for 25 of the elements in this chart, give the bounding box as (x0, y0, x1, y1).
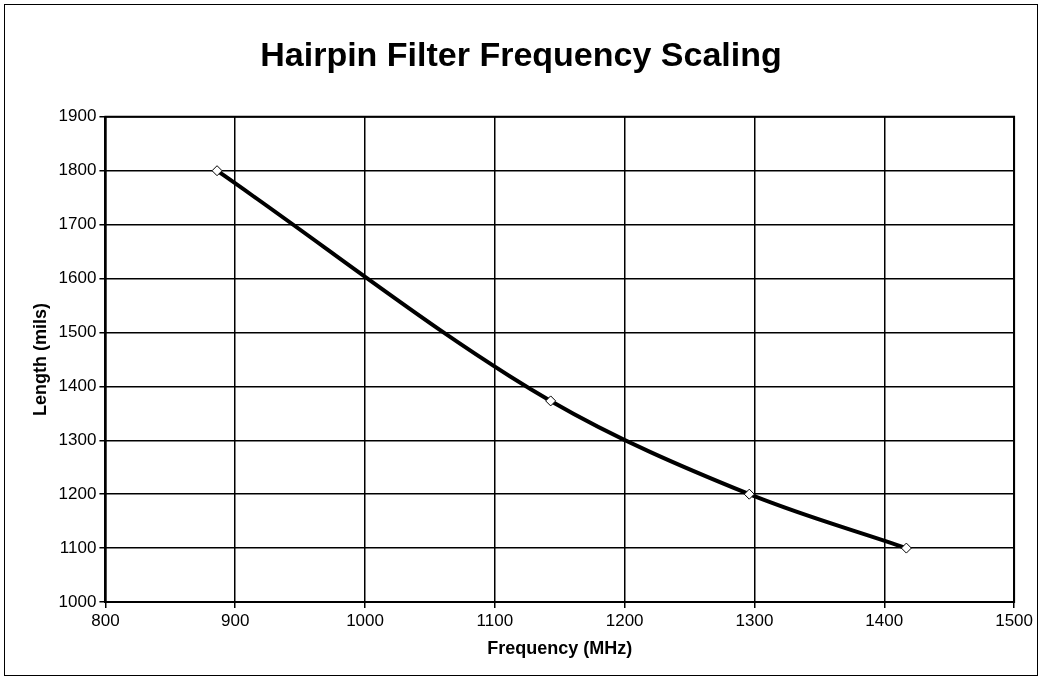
y-tick-label: 1000 (58, 591, 97, 611)
point (743, 488, 755, 500)
y-tick-label: 1100 (59, 537, 97, 557)
point (211, 165, 223, 177)
x-axis-title: Frequency (MHz) (487, 638, 633, 659)
y-tick-label: 1600 (58, 268, 97, 288)
y-tick-label: 1700 (58, 214, 97, 234)
x-tick-label: 1300 (735, 610, 774, 630)
y-tick-label: 1500 (58, 322, 97, 342)
y-tick-label: 1800 (58, 160, 97, 180)
y-tick-label: 1300 (58, 429, 97, 449)
chart-title: Hairpin Filter Frequency Scaling (260, 34, 782, 73)
x-tick-label: 1100 (476, 610, 514, 630)
x-tick-label: 1500 (995, 610, 1033, 630)
point (545, 395, 557, 407)
y-axis-title: Length (mils) (29, 302, 50, 416)
y-tick-label: 1400 (58, 376, 97, 396)
x-tick-label: 900 (221, 610, 250, 630)
point (900, 542, 912, 554)
x-tick-label: 800 (91, 610, 120, 630)
x-tick-label: 1200 (605, 610, 644, 630)
x-tick-label: 1400 (865, 610, 904, 630)
y-tick-label: 1200 (58, 483, 97, 503)
x-tick-label: 1000 (346, 610, 384, 630)
y-tick-label: 1900 (58, 106, 97, 126)
